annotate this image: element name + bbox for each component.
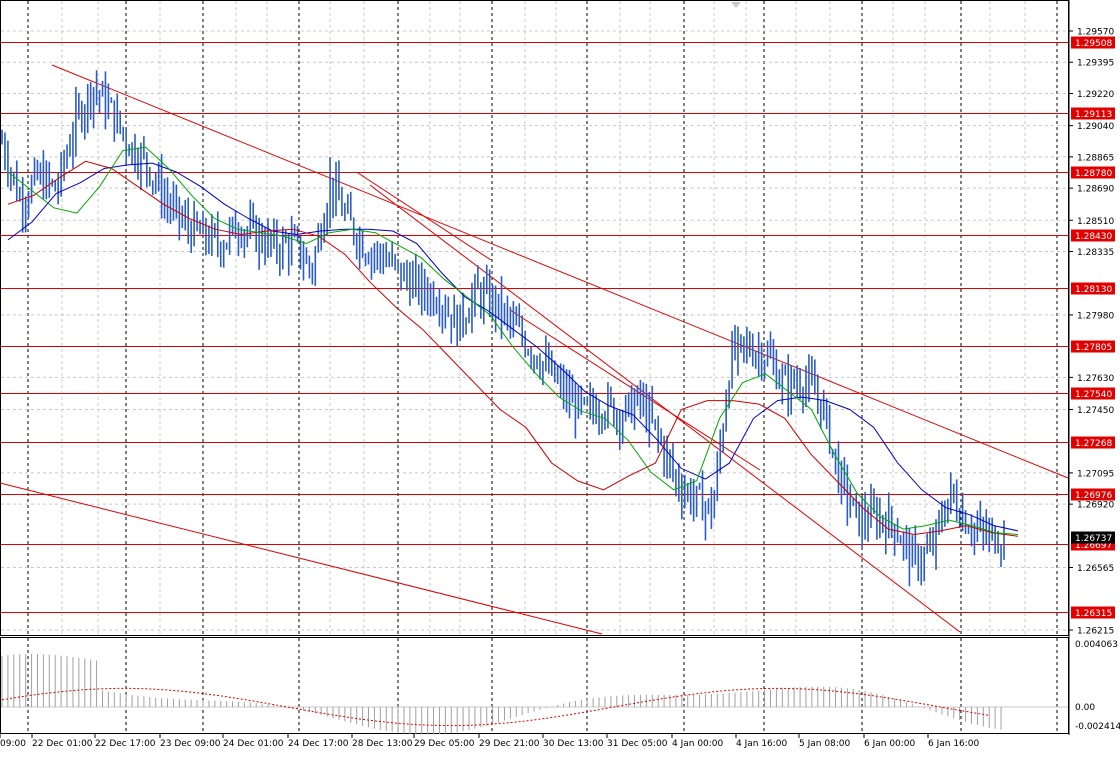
trend-line xyxy=(0,482,603,635)
axis-labels-layer: 1.29570 1.29395 1.29220 1.29040 1.28865 1.286… xyxy=(0,28,1120,749)
trend-line xyxy=(51,64,1069,479)
x-tick-label: 30 Dec 13:00 xyxy=(543,739,604,749)
x-tick-label: 29 Dec 21:00 xyxy=(479,739,540,749)
level-price-tag xyxy=(1071,166,1115,179)
y-tick-label: 1.28510 xyxy=(1077,217,1114,227)
y-tick-label: 1.27630 xyxy=(1077,374,1114,384)
moving-averages-layer xyxy=(7,146,1019,537)
level-price-label: 1.28780 xyxy=(1075,169,1112,179)
moving-average-line xyxy=(7,146,1019,535)
y-tick-label: 1.27095 xyxy=(1077,469,1114,479)
level-price-label: 1.26976 xyxy=(1075,491,1112,501)
x-tick-label: 4 Jan 16:00 xyxy=(736,739,788,749)
level-price-label: 1.27268 xyxy=(1075,439,1112,449)
x-tick-label: 6 Jan 00:00 xyxy=(864,739,916,749)
y-tick-label: 1.27980 xyxy=(1077,311,1114,321)
trendlines-layer xyxy=(0,64,1069,635)
x-tick-label: 29 Dec 05:00 xyxy=(414,739,475,749)
level-lines-layer: 1.29508 1.29113 1.28780 1.28430 1.28130 1.278… xyxy=(1,36,1115,619)
trend-line xyxy=(369,184,961,633)
chart-shift-marker[interactable] xyxy=(731,2,741,8)
level-price-label: 1.27540 xyxy=(1075,390,1112,400)
level-price-tag xyxy=(1071,606,1115,619)
trend-line xyxy=(357,172,492,261)
moving-average-line xyxy=(7,160,1019,537)
level-price-tag xyxy=(1071,387,1115,400)
level-price-tag xyxy=(1071,488,1115,501)
y-tick-label: 1.27450 xyxy=(1077,406,1114,416)
indicator-y-tick-label: -0.002414 xyxy=(1075,722,1120,732)
current-price-tag xyxy=(1071,531,1115,544)
level-price-label: 1.27805 xyxy=(1075,343,1112,353)
x-tick-label: 09:00 xyxy=(0,739,26,749)
x-tick-label: 6 Jan 16:00 xyxy=(928,739,980,749)
y-tick-label: 1.26215 xyxy=(1077,627,1114,637)
y-tick-label: 1.29395 xyxy=(1077,59,1114,69)
moving-average-line xyxy=(7,162,1019,532)
x-tick-label: 24 Dec 17:00 xyxy=(288,739,349,749)
y-tick-label: 1.29570 xyxy=(1077,28,1114,38)
y-tick-label: 1.29040 xyxy=(1077,122,1114,132)
level-price-tag xyxy=(1071,340,1115,353)
indicator-y-tick-label: 0.004063 xyxy=(1075,640,1118,650)
y-tick-label: 1.26565 xyxy=(1077,564,1114,574)
y-tick-label: 1.26920 xyxy=(1077,501,1114,511)
indicator-y-tick-label: 0.00 xyxy=(1075,703,1095,713)
y-tick-label: 1.28690 xyxy=(1077,185,1114,195)
level-price-label: 1.28130 xyxy=(1075,285,1112,295)
x-tick-label: 5 Jan 08:00 xyxy=(799,739,851,749)
x-tick-label: 4 Jan 00:00 xyxy=(672,739,724,749)
x-tick-label: 22 Dec 01:00 xyxy=(32,739,93,749)
x-tick-label: 31 Dec 05:00 xyxy=(607,739,668,749)
level-price-label: 1.29508 xyxy=(1075,39,1112,49)
level-price-tag xyxy=(1071,282,1115,295)
level-price-label: 1.28430 xyxy=(1075,232,1112,242)
level-price-tag xyxy=(1071,36,1115,49)
price-bars-layer xyxy=(1,70,1005,587)
x-tick-label: 23 Dec 09:00 xyxy=(160,739,221,749)
x-tick-label: 24 Dec 01:00 xyxy=(223,739,284,749)
level-price-label: 1.26697 xyxy=(1075,541,1112,551)
level-price-tag xyxy=(1071,436,1115,449)
level-price-tag xyxy=(1071,229,1115,242)
x-tick-label: 22 Dec 17:00 xyxy=(95,739,156,749)
y-tick-label: 1.28865 xyxy=(1077,153,1114,163)
current-price-label: 1.26737 xyxy=(1075,534,1112,544)
indicator-layer xyxy=(1,653,1068,735)
level-price-label: 1.29113 xyxy=(1075,110,1112,120)
level-price-label: 1.26315 xyxy=(1075,609,1112,619)
indicator-signal-line xyxy=(1,687,991,727)
x-tick-label: 28 Dec 13:00 xyxy=(352,739,413,749)
y-tick-label: 1.28335 xyxy=(1077,248,1114,258)
level-price-tag xyxy=(1071,107,1115,120)
grid-layer xyxy=(1,1,1068,733)
y-tick-label: 1.29220 xyxy=(1077,90,1114,100)
